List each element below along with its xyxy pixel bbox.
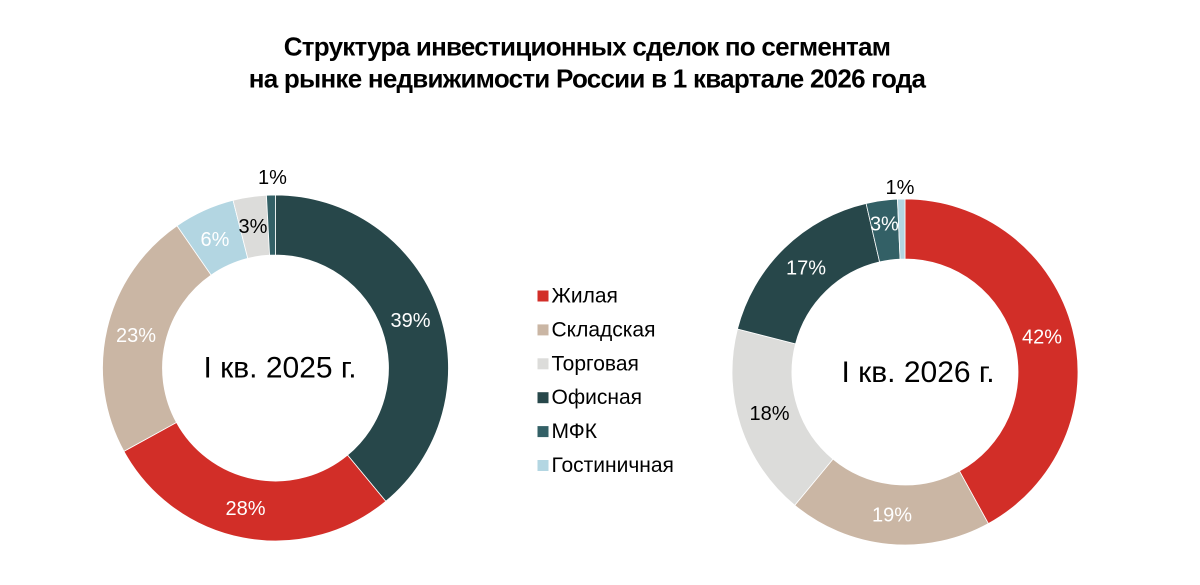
svg-text:1%: 1% [258, 167, 287, 189]
svg-text:19%: 19% [872, 504, 912, 526]
svg-text:17%: 17% [786, 257, 826, 279]
svg-text:28%: 28% [225, 498, 265, 520]
svg-text:Гостиничная: Гостиничная [552, 454, 674, 477]
svg-text:23%: 23% [116, 325, 156, 347]
svg-text:Структура инвестиционных сдело: Структура инвестиционных сделок по сегме… [284, 32, 890, 62]
svg-text:3%: 3% [239, 216, 268, 238]
svg-text:6%: 6% [201, 229, 230, 251]
svg-text:18%: 18% [749, 403, 789, 425]
svg-text:42%: 42% [1022, 326, 1062, 348]
svg-text:Жилая: Жилая [552, 285, 618, 308]
svg-text:3%: 3% [870, 214, 899, 236]
svg-text:I кв. 2026 г.: I кв. 2026 г. [841, 356, 994, 389]
svg-text:Офисная: Офисная [552, 386, 643, 409]
svg-text:Складская: Складская [552, 318, 656, 341]
svg-text:на рынке недвижимости России в: на рынке недвижимости России в 1 квартал… [249, 64, 927, 94]
svg-text:Торговая: Торговая [552, 352, 639, 375]
svg-text:I кв. 2025 г.: I кв. 2025 г. [203, 352, 356, 385]
svg-text:МФК: МФК [552, 420, 598, 443]
svg-text:39%: 39% [390, 310, 430, 332]
svg-text:1%: 1% [886, 177, 915, 199]
